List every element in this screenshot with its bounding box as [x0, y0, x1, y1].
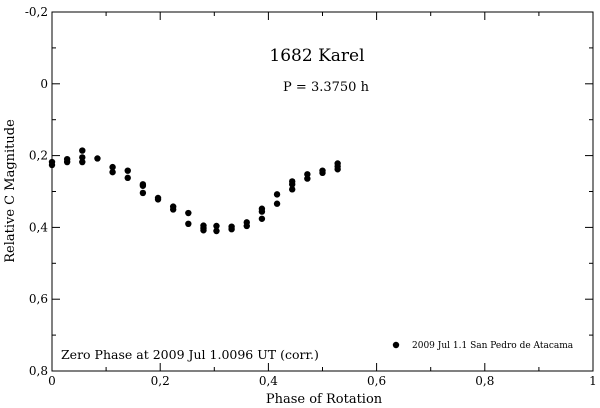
data-point	[319, 169, 326, 177]
y-tick-label: 0,8	[29, 364, 48, 378]
data-point	[79, 147, 86, 154]
data-point	[200, 227, 207, 234]
data-points	[48, 147, 341, 235]
data-point	[94, 155, 101, 162]
y-tick-label: -0,2	[25, 5, 48, 19]
data-point	[213, 222, 220, 230]
data-point	[243, 222, 250, 230]
data-point	[109, 168, 116, 176]
chart-title: 1682 Karel	[269, 46, 364, 66]
data-point	[139, 182, 147, 189]
data-point	[185, 220, 192, 228]
data-point	[124, 167, 131, 174]
x-tick-label: 0,6	[367, 374, 386, 388]
y-axis-label: Relative C Magnitude	[3, 119, 18, 263]
data-point	[213, 227, 220, 235]
chart-subtitle: P = 3.3750 h	[283, 80, 370, 95]
y-tick-label: 0,4	[29, 220, 48, 234]
x-tick-label: 0,4	[259, 374, 278, 388]
data-point	[48, 161, 56, 169]
data-point	[154, 196, 162, 203]
data-point	[289, 181, 296, 188]
x-tick-label: 0,8	[475, 374, 494, 388]
data-point	[334, 166, 341, 173]
y-tick-label: 0	[40, 77, 48, 91]
legend-entry-label: 2009 Jul 1.1 San Pedro de Atacama	[412, 341, 574, 351]
data-point	[273, 191, 281, 198]
x-tick-label: 0,2	[151, 374, 170, 388]
data-point	[185, 209, 192, 217]
x-tick-label: 1	[589, 374, 597, 388]
data-point	[228, 225, 235, 233]
data-point	[289, 186, 296, 193]
y-tick-label: 0,6	[29, 292, 48, 306]
data-point	[169, 206, 177, 213]
data-point	[273, 200, 281, 207]
data-point	[79, 158, 86, 166]
data-point	[109, 163, 116, 171]
zero-phase-annotation: Zero Phase at 2009 Jul 1.0096 UT (corr.)	[61, 347, 319, 362]
data-point	[79, 154, 86, 161]
x-axis-label: Phase of Rotation	[266, 392, 383, 407]
data-point	[258, 215, 266, 222]
data-point	[124, 174, 131, 182]
legend: 2009 Jul 1.1 San Pedro de Atacama	[392, 341, 574, 351]
data-point	[304, 175, 311, 182]
data-point	[139, 189, 147, 197]
data-point	[258, 208, 266, 215]
legend-marker	[392, 341, 400, 349]
y-tick-label: 0,2	[29, 149, 48, 163]
data-point	[63, 158, 71, 166]
axis-ticks	[51, 11, 594, 372]
x-tick-label: 0	[48, 374, 56, 388]
axis-tick-labels: 0 0,2 0,4 0,6 0,8 1 -0,2 0 0,2 0,4 0,6 0,8	[25, 5, 597, 388]
